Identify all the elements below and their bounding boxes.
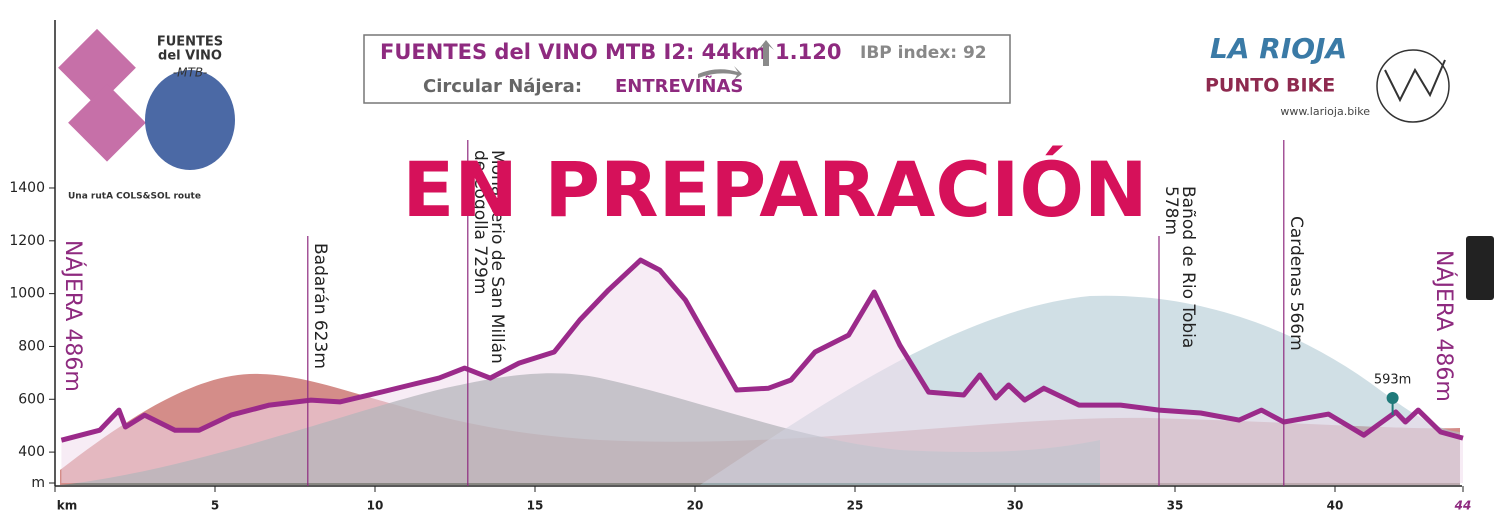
ascent: 1.120 bbox=[775, 40, 841, 64]
y-tick-label: 1000 bbox=[9, 286, 45, 302]
logo-text: del VINO bbox=[158, 49, 222, 64]
cc-badge bbox=[1466, 236, 1494, 300]
logo-diamond bbox=[58, 28, 136, 107]
route-arrow bbox=[698, 66, 742, 80]
x-tick-label: 20 bbox=[687, 499, 704, 513]
waypoint-label: Bañod de Rio Tobia bbox=[1178, 186, 1198, 348]
x-tick-label: km bbox=[57, 499, 77, 513]
logo-text: -MTB- bbox=[173, 66, 207, 80]
town-label: NÁJERA 486m bbox=[1431, 250, 1457, 402]
logo-text: FUENTES bbox=[157, 35, 223, 50]
waypoint-label: Badarán 623m bbox=[310, 243, 330, 369]
logo-text: LA RIOJA bbox=[1210, 32, 1347, 65]
x-tick-label: 30 bbox=[1007, 499, 1024, 513]
summit-dot bbox=[1386, 392, 1399, 404]
x-tick-label: 25 bbox=[847, 499, 864, 513]
logo-circle bbox=[1376, 49, 1450, 123]
x-tick-label: 44 bbox=[1454, 499, 1472, 513]
header-box bbox=[363, 34, 1011, 104]
y-tick-label: m bbox=[31, 475, 45, 491]
y-tick-label: 600 bbox=[18, 391, 45, 407]
waypoint-label: Monasterio de San Millán bbox=[487, 150, 507, 364]
ibp: IBP index: 92 bbox=[860, 43, 987, 63]
x-tick-label: 15 bbox=[527, 499, 544, 513]
summit-label: 593m bbox=[1374, 373, 1411, 388]
y-tick-label: 800 bbox=[18, 338, 45, 354]
logo-blob bbox=[145, 70, 235, 170]
title: FUENTES del VINO MTB I2: 44km bbox=[380, 40, 767, 64]
logo-tagline: Una rutA COLS&SOL route bbox=[68, 192, 201, 202]
x-tick-label: 10 bbox=[367, 499, 384, 513]
profile-line bbox=[60, 257, 1464, 443]
logo-diamond bbox=[68, 83, 146, 162]
waypoint-label: 578m bbox=[1161, 186, 1181, 235]
x-tick-label: 35 bbox=[1167, 499, 1184, 513]
y-tick-label: 1400 bbox=[9, 180, 45, 196]
logo-url: www.larioja.bike bbox=[1280, 105, 1370, 118]
y-tick-label: 1200 bbox=[9, 233, 45, 249]
logo-text: PUNTO BIKE bbox=[1205, 75, 1335, 97]
profile-area bbox=[61, 260, 1463, 483]
town-label: NÁJERA 486m bbox=[60, 240, 86, 392]
overlay-text: EN PREPARACIÓN bbox=[402, 144, 1147, 234]
x-tick-label: 5 bbox=[211, 499, 219, 513]
waypoint-label: Cardenas 566m bbox=[1286, 216, 1306, 351]
subtitle: Circular Nájera: bbox=[423, 76, 582, 97]
ascent-icon bbox=[758, 40, 774, 66]
x-tick-label: 40 bbox=[1327, 499, 1344, 513]
subtitle-value: ENTREVIÑAS bbox=[615, 74, 743, 97]
logo-mountain bbox=[1384, 59, 1446, 103]
waypoint-label: de Cogolla 729m bbox=[470, 150, 490, 294]
y-tick-label: 400 bbox=[18, 444, 45, 460]
